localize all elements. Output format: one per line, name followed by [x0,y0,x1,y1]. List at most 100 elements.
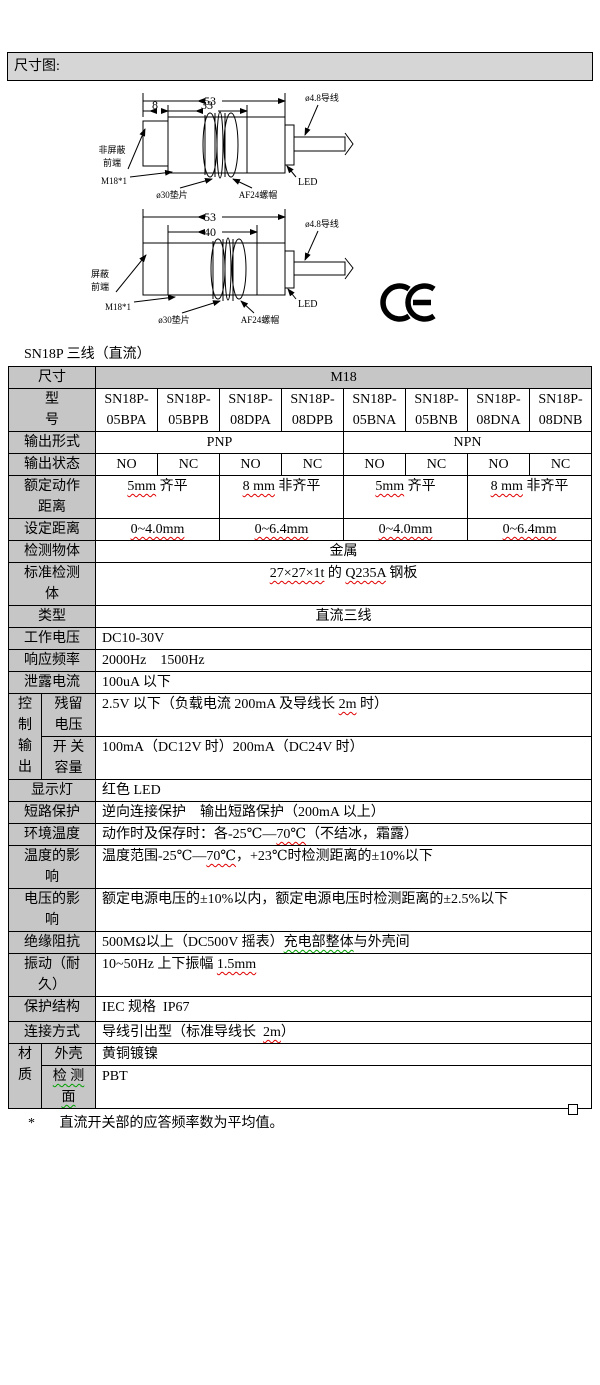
row-size: 尺寸 M18 [8,366,593,389]
row-model-label: 型 号 [8,388,96,432]
row-volt-influence: 电压的影 响 额定电源电压的±10%以内，额定电源电压时检测距离的±2.5%以下 [8,888,593,932]
control-output-label: 控 制 输 出 [8,693,42,780]
residual-voltage-label: 残留 电压 [41,693,96,737]
switch-capacity-value: 100mA（DC12V 时）200mA（DC24V 时） [94,736,593,780]
rated-distance-value: 8 mm [490,479,523,494]
shielded-label-line2: 前端 [91,281,109,292]
rated-distance-flush: 非齐平 [522,479,569,494]
row-standard-object: 标准检测 体 27×27×1t 的 Q235A 钢板 [8,562,593,606]
voltage-value: DC10-30V [94,627,593,650]
residual-voltage-text: 2.5V 以下（负载电流 200mA 及导线长 [102,697,339,712]
model-cell: SN18P-05BNA [343,388,406,432]
model-cell: SN18P-08DPB [281,388,344,432]
row-detect-object: 检测物体 金属 [8,540,593,563]
standard-object-grade: Q235A [345,566,386,581]
row-output-type: 输出形式 PNP NPN [8,431,593,454]
set-distance-value: 0~6.4mm [254,522,309,537]
model-cell: SN18P-05BPB [157,388,220,432]
material-housing-label: 外壳 [41,1043,96,1066]
set-distance-cell: 0~4.0mm [343,518,468,541]
insulation-text: 500MΩ以上（DC500V 摇表） [102,935,284,950]
row-type-label: 类型 [8,605,96,628]
rated-distance-cell: 8 mm 非齐平 [219,475,344,519]
rated-distance-flush: 齐平 [156,479,188,494]
model-cell: SN18P-08DNB [528,388,593,432]
row-switch-capacity: 开 关 容量 100mA（DC12V 时）200mA（DC24V 时） [9,736,593,780]
row-vibration-label: 振动（耐 久） [8,953,96,997]
ambient-temp-value: 动作时及保存时：各-25℃—70℃（不结冰，霜露） [94,823,593,846]
rated-distance-value: 5mm [127,479,157,494]
rated-distance-value: 5mm [375,479,405,494]
unshielded-label-line2: 前端 [103,157,121,168]
connection-length: 2m [263,1025,281,1040]
standard-object-material: 钢板 [385,566,418,581]
temp-influence-suffix: ，+23℃时检测距离的±10%以下 [236,849,433,864]
row-indicator-label: 显示灯 [8,779,96,802]
row-material-face: 检 测 面 PBT [9,1065,593,1109]
row-output-state-label: 输出状态 [8,453,96,476]
dim-53-top: 53 [204,94,216,108]
model-cell: SN18P-05BPA [95,388,158,432]
dim-33: 33 [201,98,213,112]
rated-distance-cell: 5mm 齐平 [343,475,468,519]
indicator-value: 红色 LED [94,779,593,802]
connection-suffix: ） [280,1025,295,1040]
footnote-asterisk: * [28,1116,35,1131]
model-cell: SN18P-08DPA [219,388,282,432]
row-insulation-label: 绝缘阻抗 [8,931,96,954]
row-model: 型 号 SN18P-05BPA SN18P-05BPB SN18P-08DPA … [8,388,593,432]
row-output-state: 输出状态 NO NC NO NC NO NC NO NC [8,453,593,476]
washer-label-bottom: ø30垫片 [158,314,190,325]
dim-8: 8 [152,98,158,112]
row-leakage-label: 泄露电流 [8,671,96,694]
row-set-distance: 设定距离 0~4.0mm 0~6.4mm 0~4.0mm 0~6.4mm [8,518,593,541]
row-connection-label: 连接方式 [8,1021,96,1044]
insulation-suffix: 与外壳间 [353,935,410,950]
model-cell: SN18P-05BNB [405,388,468,432]
output-state-cell: NO [467,453,530,476]
rated-distance-cell: 5mm 齐平 [95,475,220,519]
ambient-temp-suffix: （不结冰，霜露） [306,827,418,842]
set-distance-cell: 0~4.0mm [95,518,220,541]
dimension-diagram-title: 尺寸图: [14,59,60,74]
volt-influence-value: 额定电源电压的±10%以内，额定电源电压时检测距离的±2.5%以下 [94,888,593,932]
row-leakage: 泄露电流 100uA 以下 [8,671,593,694]
dim-53-bottom: 53 [204,210,216,224]
vibration-value: 10~50Hz 上下振幅 1.5mm [94,953,593,997]
ambient-temp-text: 动作时及保存时：各-25℃— [102,827,277,842]
footnote-text: 直流开关部的应答频率数为平均值。 [59,1116,284,1131]
row-connection: 连接方式 导线引出型（标准导线长 2m） [8,1021,593,1044]
set-distance-value: 0~4.0mm [378,522,433,537]
row-protection-label: 保护结构 [8,996,96,1022]
dimension-diagram-header: 尺寸图: [7,52,593,81]
temp-influence-text: 温度范围-25℃— [102,849,207,864]
row-protection: 保护结构 IEC 规格 IP67 [8,996,593,1022]
cable-label: ø4.8导线 [305,92,339,103]
led-label-bottom: LED [298,299,317,310]
dimension-drawing: 53 8 33 非屏蔽 前端 M18*1 ø30垫片 AF24螺帽 LED ø4… [91,92,436,325]
residual-voltage-suffix: 时） [356,697,388,712]
dimension-drawing-area: 53 8 33 非屏蔽 前端 M18*1 ø30垫片 AF24螺帽 LED ø4… [0,85,600,335]
connection-value: 导线引出型（标准导线长 2m） [94,1021,593,1044]
rated-distance-cell: 8 mm 非齐平 [466,475,593,519]
output-state-cell: NO [219,453,282,476]
row-type: 类型 直流三线 [8,605,593,628]
rated-distance-flush: 齐平 [404,479,436,494]
row-volt-influence-label: 电压的影 响 [8,888,96,932]
standard-object-size: 27×27×1t [269,566,325,581]
row-output-type-label: 输出形式 [8,431,96,454]
residual-voltage-length: 2m [338,697,357,712]
sensor-top-view-labels: 53 8 33 非屏蔽 前端 M18*1 ø30垫片 AF24螺帽 LED ø4… [98,92,338,200]
row-rated-distance-label: 额定动作 距离 [8,475,96,519]
insulation-value: 500MΩ以上（DC500V 摇表）充电部整体与外壳间 [94,931,593,954]
set-distance-value: 0~6.4mm [502,522,557,537]
temp-influence-max: 70℃ [206,849,236,864]
type-value: 直流三线 [94,605,593,628]
row-detect-object-label: 检测物体 [8,540,96,563]
nut-label-bottom: AF24螺帽 [241,314,280,325]
cable-label-bottom: ø4.8导线 [305,218,339,229]
anchor-box-icon [568,1104,578,1115]
protection-value: IEC 规格 IP67 [94,996,593,1022]
set-distance-value: 0~4.0mm [130,522,185,537]
footnote: * 直流开关部的应答频率数为平均值。 [28,1104,600,1132]
